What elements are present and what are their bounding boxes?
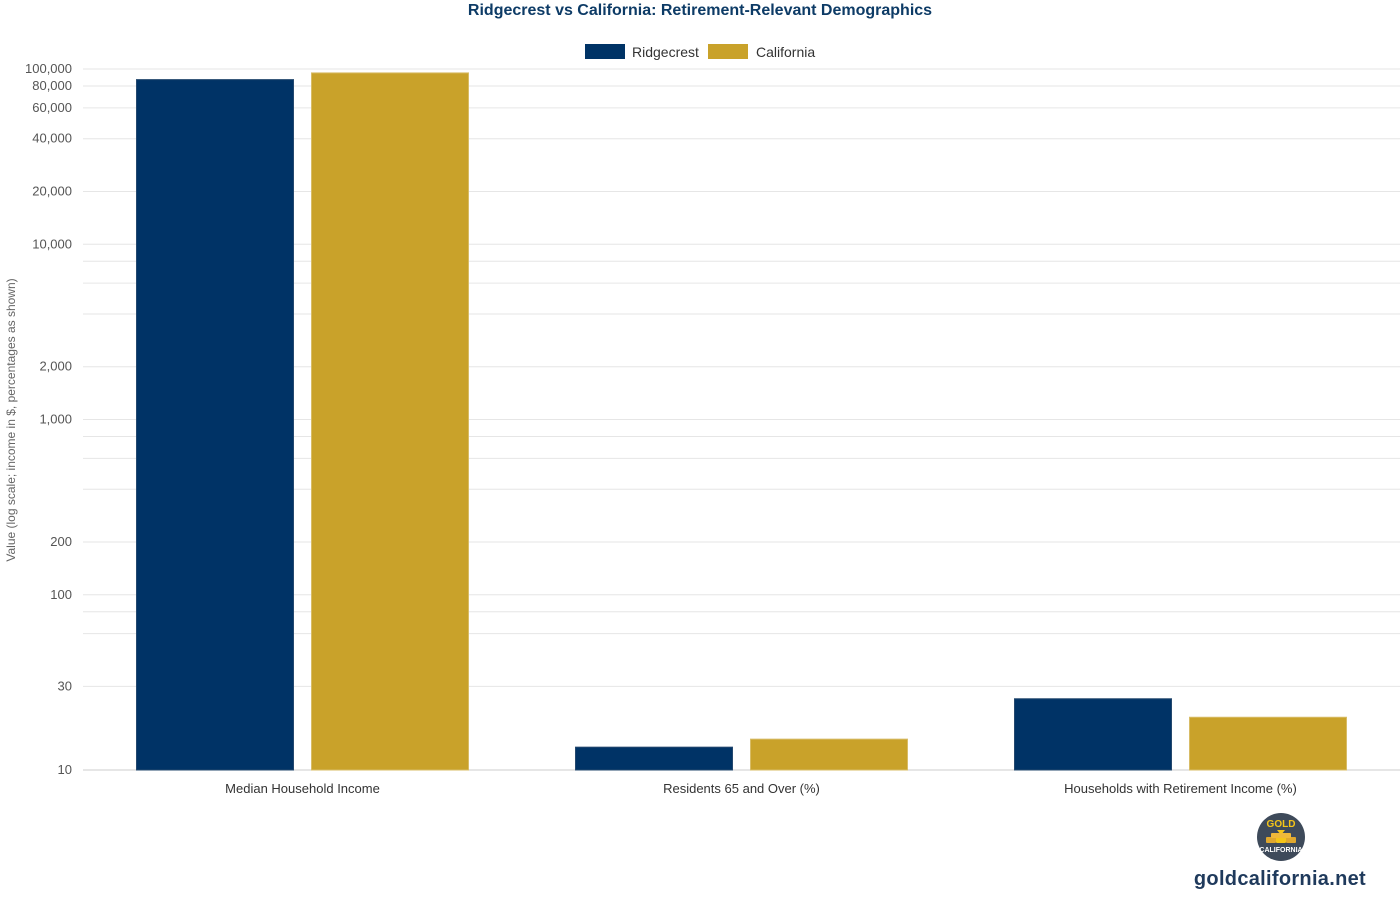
logo-text-bottom: CALIFORNIA bbox=[1259, 847, 1302, 854]
y-tick-label: 10,000 bbox=[32, 236, 72, 251]
brand-logo: GOLD CALIFORNIA bbox=[1256, 812, 1306, 862]
gold-bars-icon bbox=[1266, 830, 1296, 843]
y-axis-label: Value (log scale; income in $, percentag… bbox=[4, 278, 18, 561]
y-axis-ticks: 100,000 80,000 60,000 40,000 20,000 10,000 2,0… bbox=[25, 61, 72, 777]
gridlines bbox=[83, 68, 1400, 771]
x-tick-label: Households with Retirement Income (%) bbox=[1064, 781, 1297, 796]
legend-swatch bbox=[585, 44, 625, 59]
y-tick-label: 2,000 bbox=[39, 359, 72, 374]
bars bbox=[136, 72, 1347, 771]
brand-site-link[interactable]: goldcalifornia.net bbox=[1193, 868, 1366, 890]
bar-california[interactable] bbox=[750, 738, 908, 771]
bar-ridgecrest[interactable] bbox=[136, 79, 294, 771]
bar-california[interactable] bbox=[1189, 716, 1347, 771]
y-tick-label: 1,000 bbox=[39, 412, 72, 427]
x-tick-label: Residents 65 and Over (%) bbox=[663, 781, 820, 796]
y-tick-label: 10 bbox=[58, 762, 72, 777]
y-tick-label: 200 bbox=[50, 534, 72, 549]
legend-label: Ridgecrest bbox=[632, 44, 699, 60]
legend: Ridgecrest California bbox=[585, 44, 815, 60]
legend-label: California bbox=[756, 44, 815, 60]
y-tick-label: 30 bbox=[58, 678, 72, 693]
chart-title: Ridgecrest vs California: Retirement-Rel… bbox=[468, 2, 932, 19]
bar-ridgecrest[interactable] bbox=[575, 746, 733, 771]
y-tick-label: 40,000 bbox=[32, 131, 72, 146]
x-axis-ticks: Median Household Income Residents 65 and … bbox=[225, 781, 1297, 796]
logo-text-top: GOLD bbox=[1267, 819, 1296, 830]
y-tick-label: 80,000 bbox=[32, 78, 72, 93]
x-tick-label: Median Household Income bbox=[225, 781, 380, 796]
y-tick-label: 20,000 bbox=[32, 183, 72, 198]
y-tick-label: 60,000 bbox=[32, 100, 72, 115]
bar-ridgecrest[interactable] bbox=[1014, 698, 1172, 771]
y-tick-label: 100 bbox=[50, 587, 72, 602]
legend-swatch bbox=[708, 44, 748, 59]
bar-california[interactable] bbox=[311, 72, 469, 771]
y-tick-label: 100,000 bbox=[25, 61, 72, 76]
